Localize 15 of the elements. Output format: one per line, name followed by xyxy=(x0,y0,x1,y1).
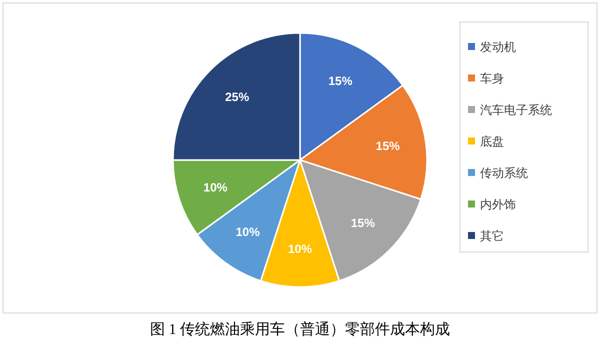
data-label: 25% xyxy=(225,90,250,104)
legend-label: 汽车电子系统 xyxy=(480,103,552,117)
legend-label: 车身 xyxy=(480,72,504,86)
data-label: 15% xyxy=(328,74,353,88)
data-label: 15% xyxy=(350,216,376,230)
legend-label: 底盘 xyxy=(480,134,504,148)
data-label: 10% xyxy=(203,180,228,194)
data-label: 15% xyxy=(376,139,400,154)
data-label: 10% xyxy=(236,224,260,239)
legend-label: 其它 xyxy=(480,229,504,243)
legend-label: 发动机 xyxy=(480,40,516,54)
legend-label: 内外饰 xyxy=(480,198,516,212)
data-label: 10% xyxy=(288,242,312,256)
legend-label: 传动系统 xyxy=(480,166,528,180)
caption: 图 1 传统燃油乘用车（普通）零部件成本构成 xyxy=(150,321,450,338)
